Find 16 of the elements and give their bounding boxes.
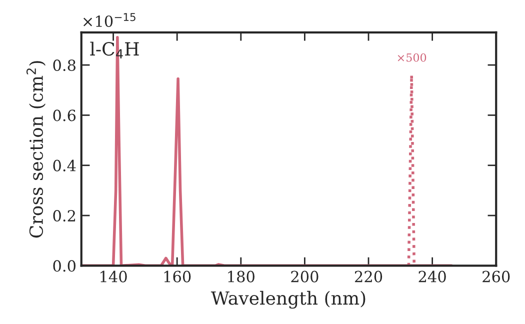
y-tick-label: 0.8 bbox=[53, 59, 76, 72]
x-tick-label: 240 bbox=[418, 270, 446, 282]
annotation: ×500 bbox=[398, 53, 426, 62]
text: ×10$^{−15}$ bbox=[83, 13, 136, 28]
x-tick-label: 180 bbox=[228, 270, 254, 282]
x-axis-title: Wavelength (nm) bbox=[210, 290, 366, 309]
y-axis-title: Cross section (cm$^{2}$) bbox=[26, 61, 46, 238]
y-tick-label: 0.0 bbox=[53, 260, 76, 272]
y-tick-label: 0.2 bbox=[53, 210, 76, 222]
x-tick-label: 220 bbox=[354, 270, 382, 282]
y-tick-label: 0.6 bbox=[53, 110, 76, 122]
x-tick-label: 260 bbox=[482, 270, 510, 282]
y-tick-label: 0.4 bbox=[53, 160, 76, 172]
x-tick-label: 140 bbox=[100, 270, 127, 282]
x-tick-label: 200 bbox=[291, 270, 318, 282]
x-tick-label: 160 bbox=[164, 270, 191, 282]
